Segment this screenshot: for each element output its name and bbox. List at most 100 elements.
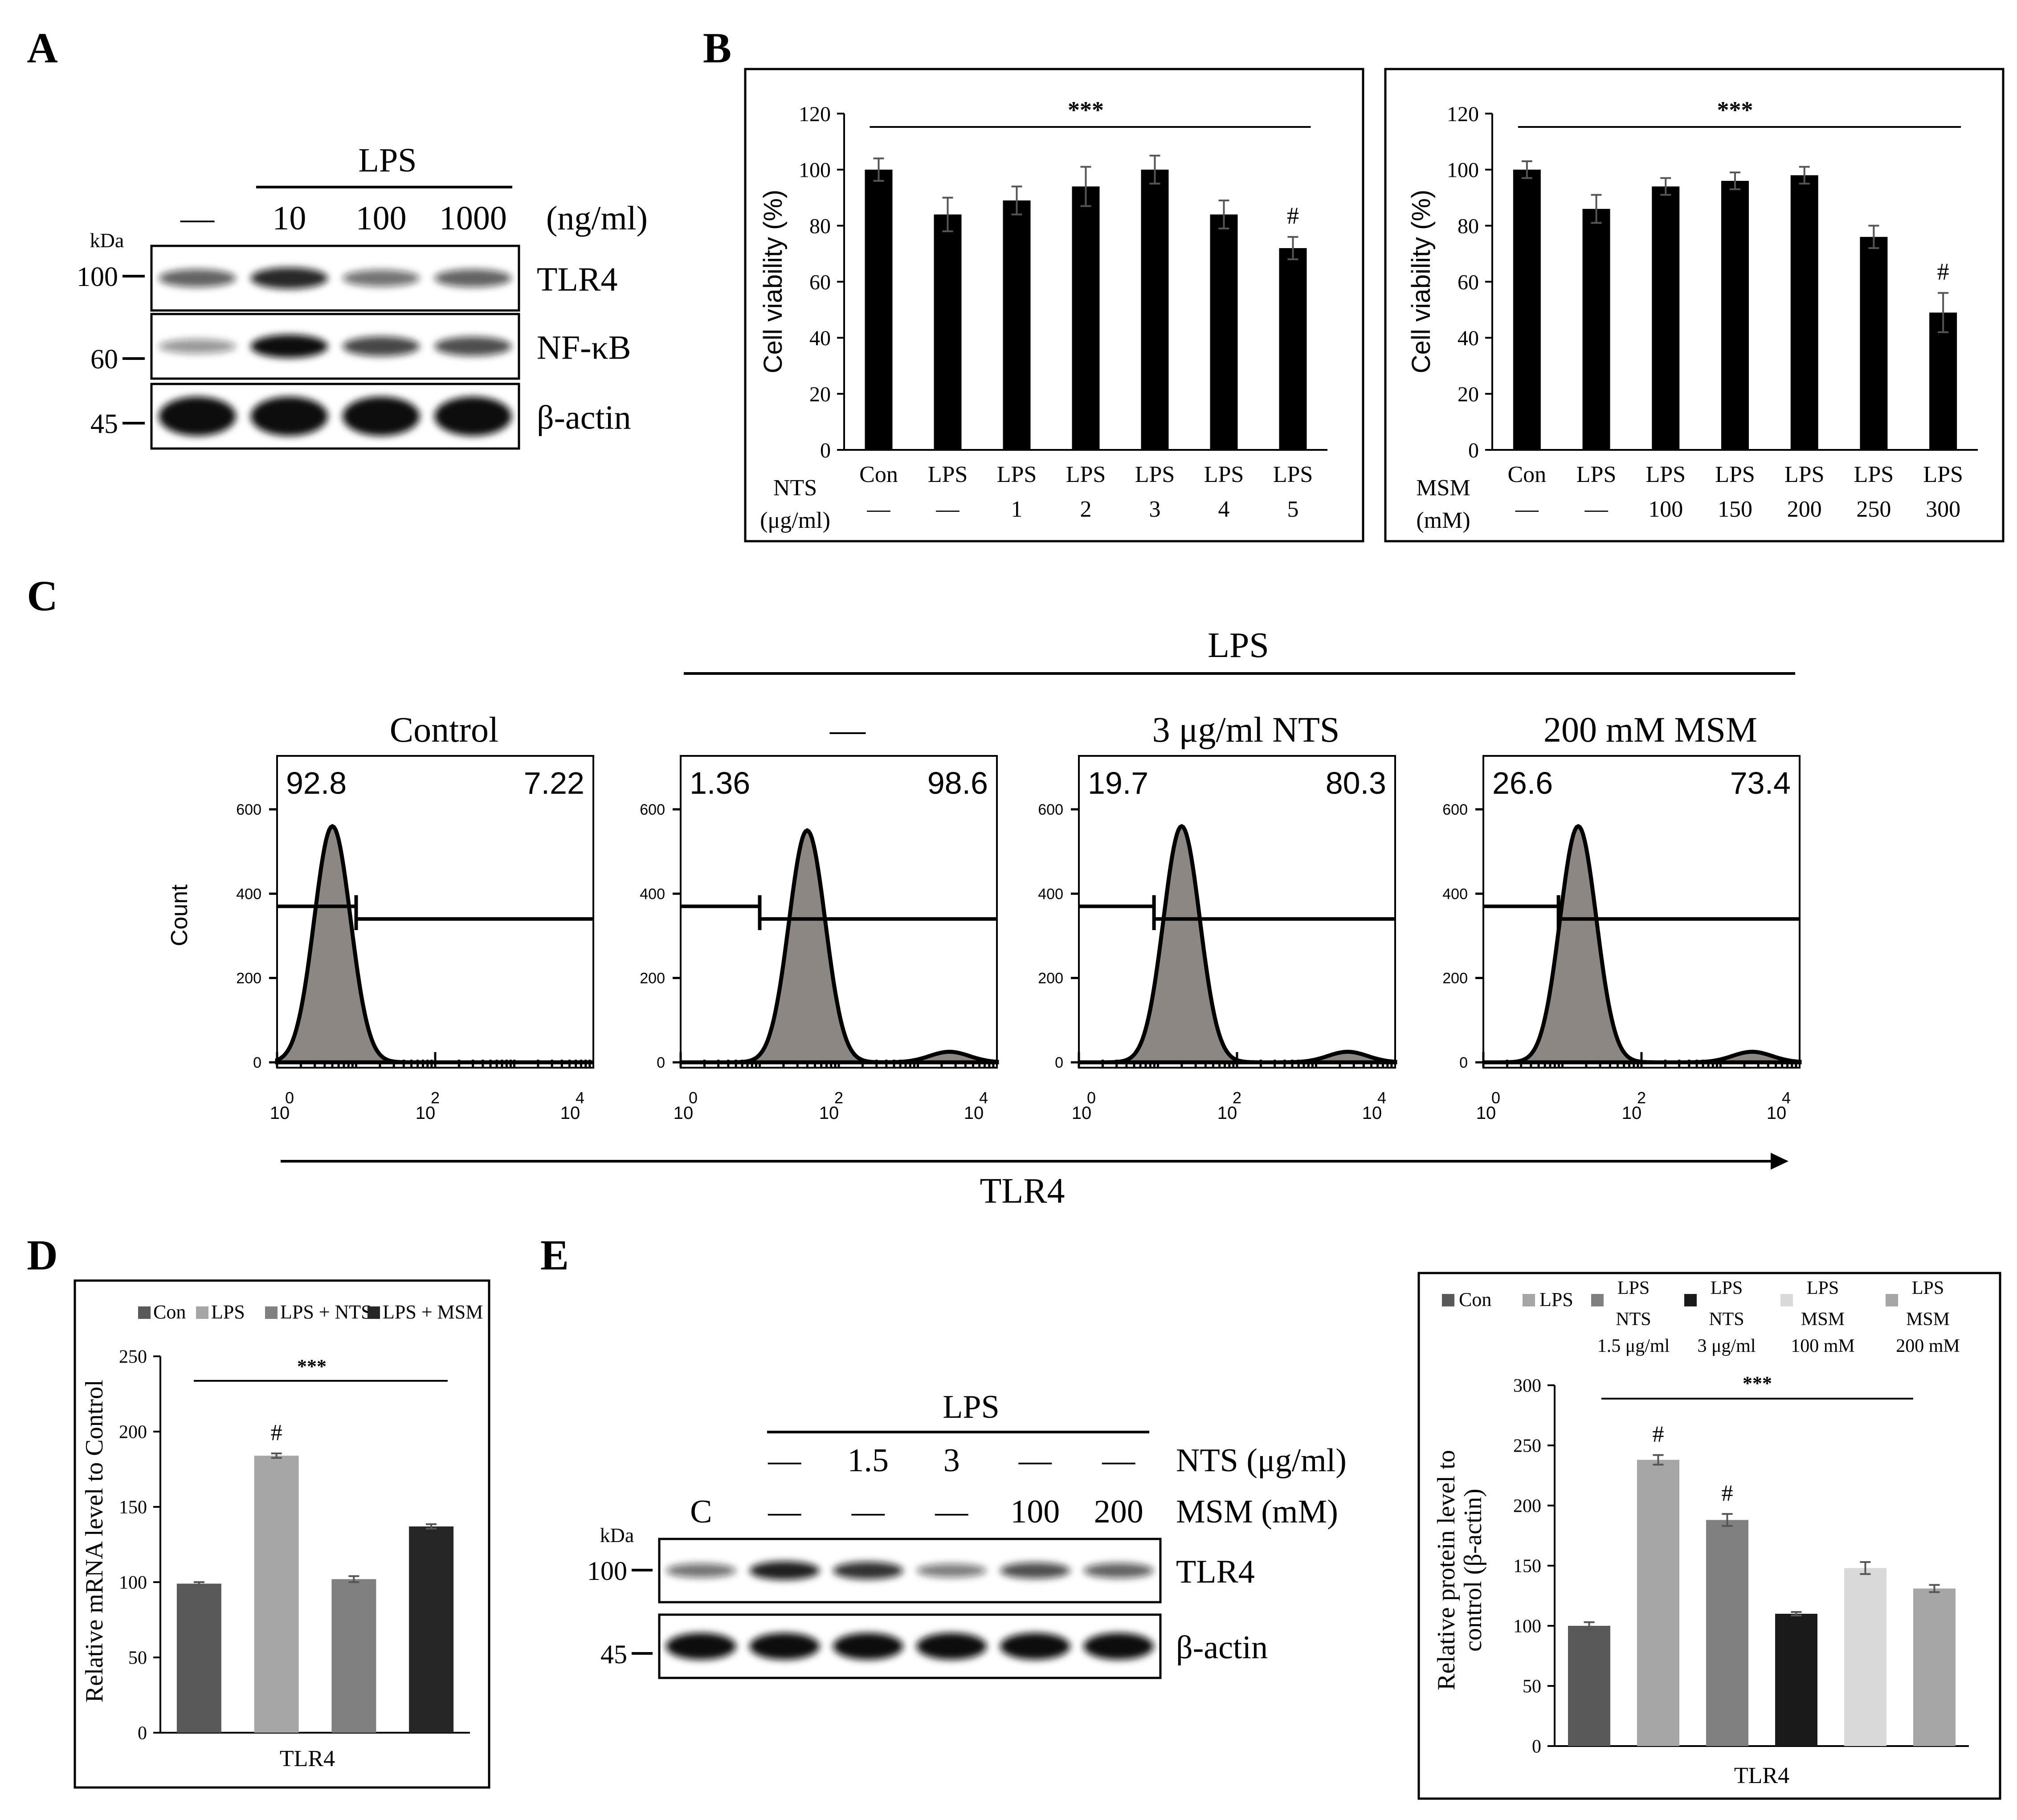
blot-band: [250, 396, 328, 436]
blot-2: [150, 383, 520, 450]
y-tick-label: 60: [1458, 270, 1479, 294]
dose-label: —: [867, 497, 891, 522]
right-percent: 73.4: [1730, 766, 1791, 800]
y-axis-label: Relative mRNA level to Control: [81, 1380, 108, 1703]
bar: [1568, 1626, 1610, 1746]
histogram-curve: [1483, 824, 1802, 1065]
hist-frame: [1078, 755, 1396, 1069]
legend-label: 100 mM: [1791, 1336, 1855, 1356]
y-tick-label: 0: [1055, 1054, 1063, 1071]
y-tick-label: 0: [1459, 1054, 1468, 1071]
category-label: LPS: [1923, 462, 1963, 487]
category-label: Con: [859, 462, 898, 487]
y-tick-label: 600: [1442, 801, 1468, 818]
blot-band: [666, 1633, 736, 1660]
y-tick-label: 150: [1513, 1556, 1541, 1577]
y-tick-label: 0: [1532, 1737, 1541, 1757]
y-tick-label: 200: [119, 1422, 147, 1443]
bar: [1929, 312, 1957, 450]
y-tick-label: 100: [119, 1573, 147, 1593]
msm-dose: —: [935, 1494, 968, 1530]
dose-label: 200: [1787, 497, 1822, 522]
y-tick-label: 200: [640, 970, 665, 987]
y-axis-label: Cell viability (%): [1407, 190, 1436, 374]
blot-band: [1083, 1633, 1154, 1660]
y-axis-label: Relative protein level to: [1433, 1450, 1460, 1690]
x-tick-exp: 4: [1377, 1089, 1386, 1107]
dose-label: —: [1515, 497, 1539, 522]
category-label: LPS: [1854, 462, 1894, 487]
legend-label: MSM: [1906, 1309, 1950, 1330]
y-tick-label: 0: [820, 439, 831, 462]
kda-label: kDa: [600, 1524, 634, 1547]
marker-label: 45: [90, 409, 118, 439]
y-tick-label: 50: [128, 1648, 147, 1669]
bar: [254, 1456, 299, 1733]
nts-dose: 3: [943, 1442, 960, 1479]
row-label: MSM: [1416, 475, 1470, 501]
x-tick-base: 10: [1622, 1103, 1642, 1123]
bar: [176, 1583, 221, 1733]
y-tick-label: 400: [1442, 886, 1468, 902]
y-tick-label: 200: [236, 970, 261, 987]
lane-c-label: C: [690, 1494, 712, 1530]
lps-label: LPS: [943, 1389, 1000, 1425]
lps-label: LPS: [1208, 626, 1269, 665]
right-percent: 98.6: [927, 766, 988, 800]
bar: [1790, 175, 1818, 450]
blot-band: [749, 1633, 820, 1660]
blot-band: [250, 267, 328, 289]
annotation: #: [1653, 1422, 1664, 1447]
legend-label: LPS: [1617, 1278, 1650, 1298]
kda-label: kDa: [90, 229, 124, 252]
bar: [1279, 248, 1307, 450]
legend-swatch: [1591, 1294, 1604, 1306]
legend-label: Con: [153, 1301, 186, 1323]
dose-label: —: [936, 497, 960, 522]
nts-label: NTS (μg/ml): [1176, 1442, 1347, 1479]
y-tick-label: 0: [1468, 439, 1479, 462]
nts-dose: —: [1102, 1442, 1135, 1479]
legend-label: 3 μg/ml: [1697, 1336, 1756, 1356]
x-tick-exp: 4: [979, 1089, 988, 1107]
legend-swatch: [265, 1306, 278, 1319]
x-tick-base: 10: [819, 1103, 839, 1123]
dose-label: 5: [1287, 497, 1299, 522]
x-tick-exp: 0: [285, 1089, 294, 1107]
y-tick-label: 300: [1513, 1376, 1541, 1396]
band-label: TLR4: [1176, 1554, 1255, 1590]
y-tick-label: 200: [1442, 970, 1468, 987]
msm-label: MSM (mM): [1176, 1494, 1338, 1530]
lane-label: 10: [272, 200, 306, 237]
lane-label: 100: [356, 200, 407, 237]
marker-label: 45: [600, 1640, 627, 1669]
row-label: (μg/ml): [760, 508, 830, 533]
left-percent: 1.36: [690, 766, 750, 800]
x-tick-base: 10: [674, 1103, 694, 1123]
blot-band: [1083, 1563, 1154, 1579]
band-label: TLR4: [537, 261, 618, 298]
annotation: #: [1937, 258, 1949, 285]
x-tick-base: 10: [964, 1103, 984, 1123]
category-label: LPS: [928, 462, 968, 487]
panel-label-C: C: [27, 572, 57, 620]
legend-swatch: [196, 1306, 208, 1319]
dose-label: 3: [1149, 497, 1161, 522]
blot-band: [159, 396, 236, 436]
band-label: NF-κB: [537, 329, 631, 367]
legend-label: LPS: [1807, 1278, 1839, 1298]
y-tick-label: 20: [809, 383, 831, 406]
bar: [1637, 1460, 1679, 1746]
lps-label: LPS: [359, 142, 417, 179]
dose-label: 250: [1856, 497, 1891, 522]
x-tick-base: 10: [416, 1103, 436, 1123]
left-percent: 19.7: [1088, 766, 1148, 800]
blot-band: [1000, 1633, 1070, 1660]
bar: [1652, 186, 1680, 450]
chart-frame: [1417, 1272, 2001, 1800]
dose-label: 1: [1011, 497, 1023, 522]
category-label: LPS: [1645, 462, 1686, 487]
marker-label: 100: [77, 262, 118, 292]
legend-label: LPS: [211, 1301, 245, 1323]
